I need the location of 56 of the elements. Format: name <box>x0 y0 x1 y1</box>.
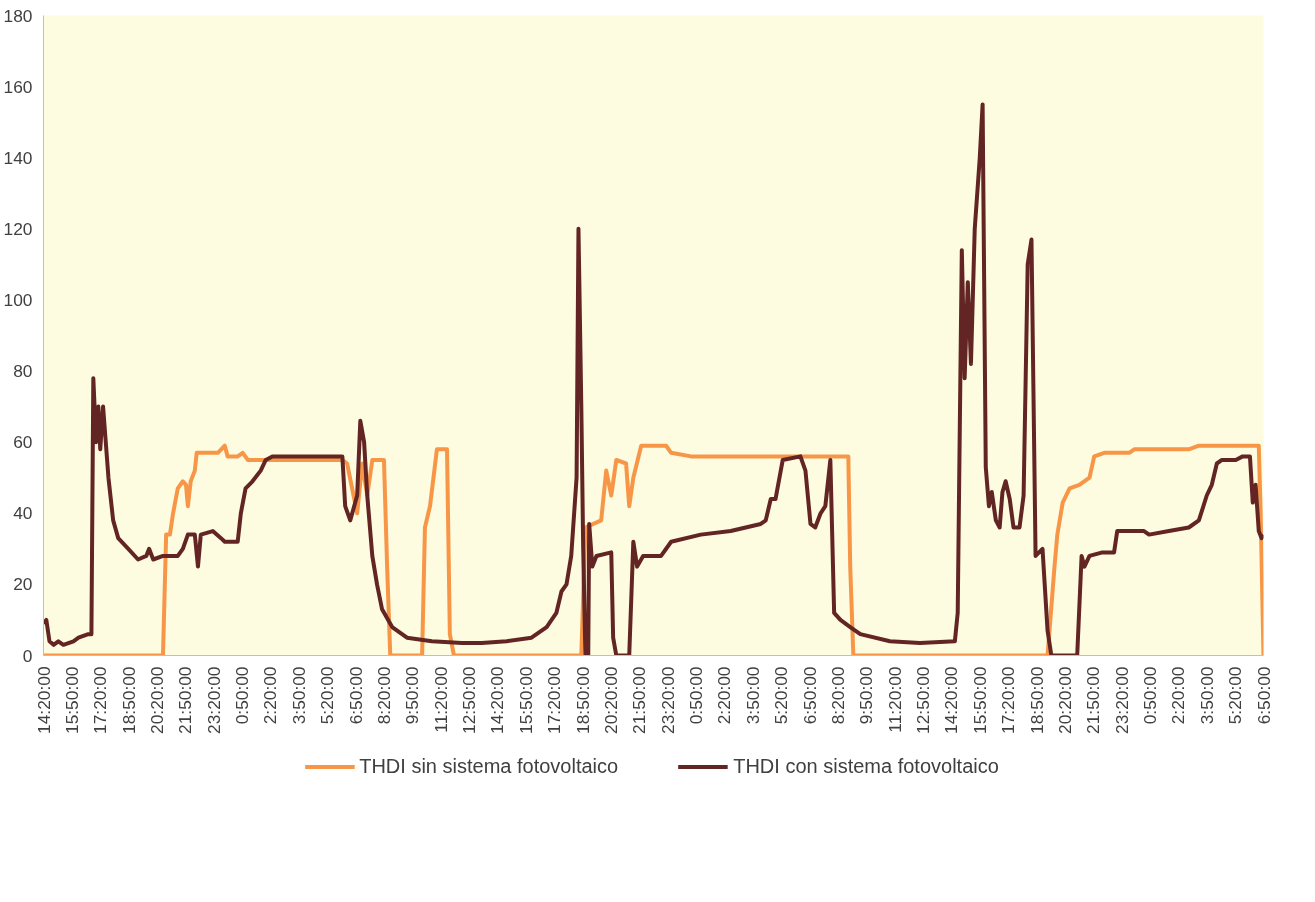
x-tick-label: 0:50:00 <box>686 666 707 725</box>
x-tick-label: 2:20:00 <box>714 666 735 725</box>
x-tick-label: 5:20:00 <box>771 666 792 725</box>
y-tick-label: 60 <box>13 432 33 453</box>
y-tick-label: 160 <box>3 76 33 97</box>
y-tick-label: 140 <box>3 147 33 168</box>
y-tick-label: 20 <box>13 574 33 595</box>
x-tick-label: 12:50:00 <box>459 666 480 734</box>
x-tick-label: 9:50:00 <box>856 666 877 725</box>
x-tick-label: 3:50:00 <box>1196 666 1217 725</box>
x-tick-label: 6:50:00 <box>345 666 366 725</box>
x-tick-label: 2:20:00 <box>1168 666 1189 725</box>
x-tick-label: 18:50:00 <box>572 666 593 734</box>
x-tick-label: 15:50:00 <box>515 666 536 734</box>
x-tick-label: 14:20:00 <box>941 666 962 734</box>
x-tick-label: 6:50:00 <box>799 666 820 725</box>
x-tick-label: 0:50:00 <box>232 666 253 725</box>
x-tick-label: 17:20:00 <box>544 666 565 734</box>
x-tick-label: 18:50:00 <box>118 666 139 734</box>
x-tick-label: 21:50:00 <box>629 666 650 734</box>
x-tick-label: 15:50:00 <box>61 666 82 734</box>
x-tick-label: 5:20:00 <box>317 666 338 725</box>
x-tick-label: 11:20:00 <box>884 666 905 733</box>
x-tick-label: 17:20:00 <box>998 666 1019 734</box>
x-tick-label: 21:50:00 <box>1083 666 1104 734</box>
x-tick-label: 12:50:00 <box>913 666 934 734</box>
x-tick-label: 20:20:00 <box>1054 666 1075 734</box>
y-tick-label: 80 <box>13 361 33 382</box>
x-tick-label: 9:50:00 <box>402 666 423 725</box>
x-tick-label: 15:50:00 <box>969 666 990 734</box>
x-tick-label: 20:20:00 <box>600 666 621 734</box>
y-tick-label: 120 <box>3 218 33 239</box>
x-tick-label: 20:20:00 <box>146 666 167 734</box>
x-tick-label: 6:50:00 <box>1253 666 1274 725</box>
legend-label: THDI sin sistema fotovoltaico <box>359 754 619 778</box>
x-tick-label: 5:20:00 <box>1225 666 1246 725</box>
x-tick-label: 8:20:00 <box>373 666 394 725</box>
x-tick-label: 2:20:00 <box>260 666 281 725</box>
x-tick-label: 21:50:00 <box>175 666 196 734</box>
x-tick-label: 23:20:00 <box>657 666 678 734</box>
x-tick-label: 8:20:00 <box>827 666 848 725</box>
x-tick-label: 3:50:00 <box>742 666 763 725</box>
legend-label: THDI con sistema fotovoltaico <box>733 754 999 778</box>
y-tick-label: 180 <box>3 5 33 26</box>
y-tick-label: 100 <box>3 289 33 310</box>
x-tick-label: 17:20:00 <box>90 666 111 734</box>
y-tick-label: 0 <box>22 645 33 666</box>
y-tick-label: 40 <box>13 503 33 524</box>
x-tick-label: 23:20:00 <box>203 666 224 734</box>
x-tick-label: 11:20:00 <box>430 666 451 733</box>
x-tick-label: 23:20:00 <box>1111 666 1132 734</box>
x-tick-label: 14:20:00 <box>33 666 54 734</box>
x-tick-label: 3:50:00 <box>288 666 309 725</box>
x-tick-label: 0:50:00 <box>1140 666 1161 725</box>
x-tick-label: 18:50:00 <box>1026 666 1047 734</box>
x-tick-label: 14:20:00 <box>487 666 508 734</box>
